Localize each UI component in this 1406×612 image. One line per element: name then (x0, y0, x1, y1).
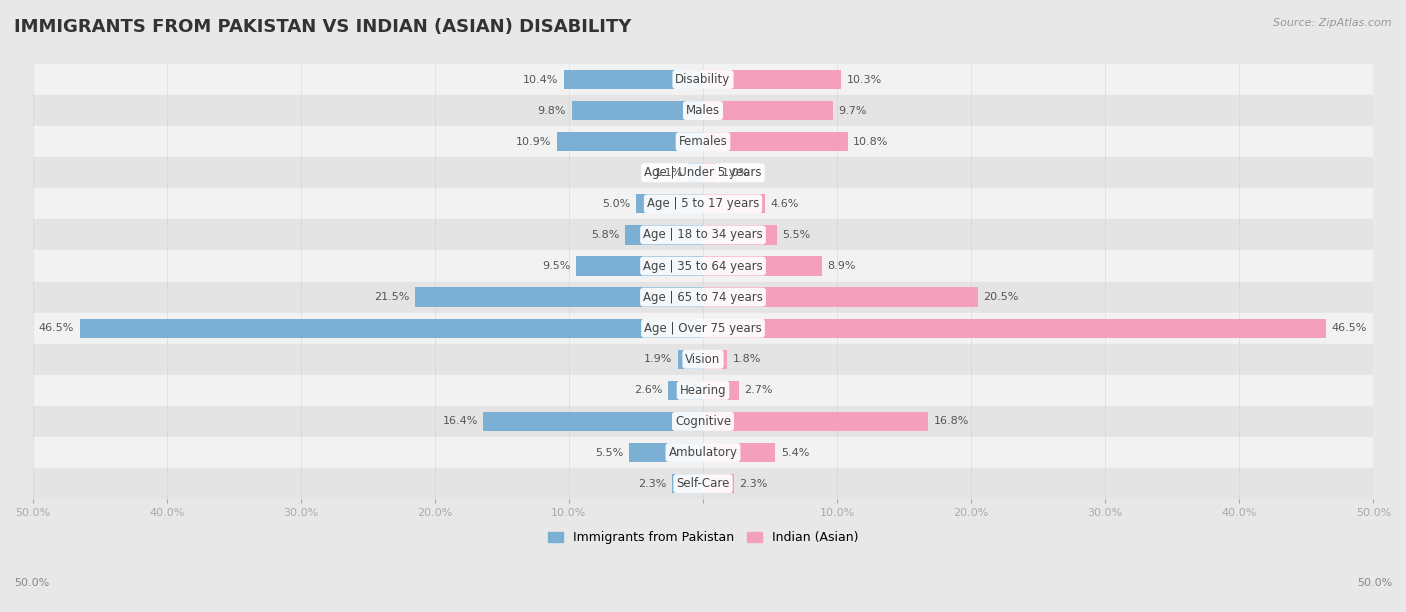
Bar (415, 288, 703, 307)
Text: Females: Females (679, 135, 727, 148)
Bar (32, 250, 1374, 282)
Bar (703, 256, 823, 275)
Text: Self-Care: Self-Care (676, 477, 730, 490)
Text: 5.5%: 5.5% (782, 230, 810, 240)
Text: 4.6%: 4.6% (770, 199, 799, 209)
Text: 16.8%: 16.8% (934, 416, 969, 427)
Bar (32, 468, 1374, 499)
Text: 10.8%: 10.8% (853, 136, 889, 147)
Bar (557, 132, 703, 151)
Bar (703, 443, 775, 462)
Bar (32, 219, 1374, 250)
Text: 8.9%: 8.9% (828, 261, 856, 271)
Text: 21.5%: 21.5% (374, 292, 409, 302)
Bar (703, 381, 740, 400)
Bar (572, 101, 703, 120)
Bar (32, 95, 1374, 126)
Bar (626, 225, 703, 245)
Text: 5.8%: 5.8% (592, 230, 620, 240)
Text: Ambulatory: Ambulatory (668, 446, 738, 459)
Bar (32, 313, 1374, 344)
Text: 2.6%: 2.6% (634, 386, 662, 395)
Bar (703, 412, 928, 431)
Bar (703, 132, 848, 151)
Text: 1.9%: 1.9% (644, 354, 672, 364)
Text: 10.4%: 10.4% (523, 75, 558, 84)
Text: 9.8%: 9.8% (537, 106, 567, 116)
Text: Males: Males (686, 104, 720, 117)
Bar (32, 282, 1374, 313)
Text: 1.1%: 1.1% (655, 168, 683, 177)
Text: 2.7%: 2.7% (745, 386, 773, 395)
Bar (32, 157, 1374, 188)
Text: 5.4%: 5.4% (780, 447, 808, 458)
Text: 1.0%: 1.0% (721, 168, 749, 177)
Bar (703, 474, 734, 493)
Text: Age | 18 to 34 years: Age | 18 to 34 years (643, 228, 763, 241)
Text: Disability: Disability (675, 73, 731, 86)
Text: 50.0%: 50.0% (14, 578, 49, 588)
Text: Age | Under 5 years: Age | Under 5 years (644, 166, 762, 179)
Bar (668, 381, 703, 400)
Bar (575, 256, 703, 275)
Text: Source: ZipAtlas.com: Source: ZipAtlas.com (1274, 18, 1392, 28)
Text: 2.3%: 2.3% (740, 479, 768, 488)
Text: 46.5%: 46.5% (1331, 323, 1367, 333)
Bar (703, 194, 765, 214)
Bar (703, 163, 717, 182)
Bar (703, 318, 1326, 338)
Bar (678, 349, 703, 369)
Text: 9.7%: 9.7% (838, 106, 868, 116)
Bar (703, 349, 727, 369)
Bar (703, 101, 832, 120)
Bar (32, 437, 1374, 468)
Text: IMMIGRANTS FROM PAKISTAN VS INDIAN (ASIAN) DISABILITY: IMMIGRANTS FROM PAKISTAN VS INDIAN (ASIA… (14, 18, 631, 36)
Text: Hearing: Hearing (679, 384, 727, 397)
Bar (703, 70, 841, 89)
Bar (32, 344, 1374, 375)
Bar (32, 126, 1374, 157)
Bar (703, 288, 977, 307)
Text: Age | 5 to 17 years: Age | 5 to 17 years (647, 197, 759, 211)
Bar (689, 163, 703, 182)
Bar (630, 443, 703, 462)
Text: Cognitive: Cognitive (675, 415, 731, 428)
Text: Age | 65 to 74 years: Age | 65 to 74 years (643, 291, 763, 304)
Bar (703, 225, 776, 245)
Text: 2.3%: 2.3% (638, 479, 666, 488)
Text: 9.5%: 9.5% (541, 261, 571, 271)
Bar (32, 375, 1374, 406)
Text: 1.8%: 1.8% (733, 354, 761, 364)
Text: Age | 35 to 64 years: Age | 35 to 64 years (643, 259, 763, 272)
Bar (32, 188, 1374, 219)
Text: 10.3%: 10.3% (846, 75, 882, 84)
Bar (484, 412, 703, 431)
Legend: Immigrants from Pakistan, Indian (Asian): Immigrants from Pakistan, Indian (Asian) (543, 526, 863, 550)
Text: 20.5%: 20.5% (983, 292, 1018, 302)
Text: 46.5%: 46.5% (39, 323, 75, 333)
Bar (32, 64, 1374, 95)
Bar (32, 406, 1374, 437)
Text: Age | Over 75 years: Age | Over 75 years (644, 322, 762, 335)
Bar (636, 194, 703, 214)
Text: 5.0%: 5.0% (602, 199, 631, 209)
Bar (80, 318, 703, 338)
Bar (672, 474, 703, 493)
Text: 16.4%: 16.4% (443, 416, 478, 427)
Bar (564, 70, 703, 89)
Text: Vision: Vision (685, 353, 721, 366)
Text: 10.9%: 10.9% (516, 136, 551, 147)
Text: 5.5%: 5.5% (596, 447, 624, 458)
Text: 50.0%: 50.0% (1357, 578, 1392, 588)
